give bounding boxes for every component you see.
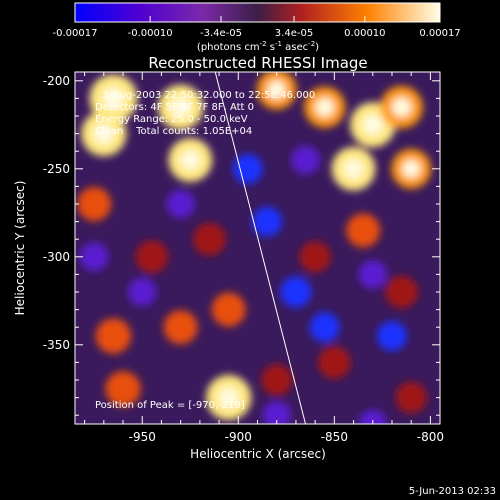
- heatmap-blob: [318, 346, 351, 379]
- heatmap-blob-core: [218, 387, 239, 408]
- heatmap-blob-core: [170, 97, 191, 118]
- x-axis: -950 -900 -850 -800: [84, 72, 444, 444]
- heatmap-blob-core: [93, 123, 114, 144]
- y-tick-label: -200: [43, 74, 70, 88]
- heatmap-blob-core: [402, 159, 421, 178]
- x-tick-label: -850: [321, 430, 348, 444]
- y-axis: -200 -250 -300 -350: [43, 74, 440, 416]
- x-tick-label: -950: [129, 430, 156, 444]
- heatmap-blob: [105, 371, 141, 407]
- heatmap-blob: [95, 318, 132, 354]
- colorbar-unit-label: (photons cm-2 s-1 asec-2): [197, 40, 319, 53]
- heatmap-blob-core: [267, 80, 286, 99]
- heatmap-blob: [163, 310, 198, 345]
- time-range-text: 1-Aug-2003 22:50:32.000 to 22:58:46.000: [103, 90, 315, 101]
- heatmap-blob: [80, 242, 109, 271]
- colorbar-tick-label: 3.4e-05: [275, 28, 313, 39]
- detectors-text: Detectors: 4F 5F 6F 7F 8F, Att 0: [95, 102, 254, 113]
- colorbar-tick-label: -0.00010: [128, 28, 173, 39]
- heatmap-blob: [395, 382, 427, 414]
- energy-range-text: Energy Range: 25.0 - 50.0 keV: [95, 114, 248, 125]
- heatmap-blob: [261, 364, 293, 396]
- heatmap-blob: [358, 409, 387, 424]
- heatmap-blob: [385, 275, 418, 309]
- peak-position-text: Position of Peak = [-970,-219]: [95, 400, 245, 411]
- x-tick-label: -800: [417, 430, 444, 444]
- annotation-block: 1-Aug-2003 22:50:32.000 to 22:58:46.000 …: [95, 90, 315, 411]
- heatmap-blob: [262, 401, 291, 424]
- heatmap-blob: [280, 276, 312, 308]
- y-tick-label: -350: [43, 338, 70, 352]
- heatmap-blob-core: [102, 87, 125, 110]
- colorbar-tick-label: 0.00017: [419, 28, 460, 39]
- y-axis-label: Heliocentric Y (arcsec): [13, 181, 27, 316]
- heatmap-blob: [193, 222, 226, 256]
- x-axis-label: Heliocentric X (arcsec): [190, 447, 326, 461]
- heatmap-blob-core: [343, 158, 364, 179]
- heatmap-blob-core: [392, 97, 412, 117]
- heatmap-blob: [346, 213, 381, 248]
- heatmap-image: [77, 72, 431, 424]
- colorbar-ticks: -0.00017 -0.00010 -3.4e-05 3.4e-05 0.00010 0.…: [53, 16, 461, 39]
- heatmap-blob: [377, 321, 407, 351]
- heatmap-blob-core: [315, 97, 334, 117]
- heatmap-blob: [232, 153, 263, 184]
- heatmap-blob-core: [362, 114, 383, 135]
- method-text: Clean Total counts: 1.05E+04: [95, 126, 252, 137]
- heatmap-blob: [166, 189, 195, 219]
- colorbar: [74, 2, 441, 23]
- heatmap-blob: [299, 241, 331, 273]
- heatmap-blob: [135, 240, 169, 274]
- heatmap-blob: [291, 145, 320, 175]
- heatmap-blob: [211, 292, 246, 327]
- colorbar-tick-label: 0.00010: [344, 28, 385, 39]
- heatmap-blob: [128, 277, 157, 307]
- y-tick-label: -250: [43, 162, 70, 176]
- x-tick-label: -900: [225, 430, 252, 444]
- heatmap-blob: [252, 206, 283, 237]
- solar-limb-line: [214, 72, 307, 424]
- colorbar-tick-label: -3.4e-05: [200, 28, 242, 39]
- colorbar-tick-label: -0.00017: [53, 28, 98, 39]
- heatmap-blob: [358, 260, 387, 289]
- timestamp: 5-Jun-2013 02:33: [409, 486, 496, 497]
- y-tick-label: -300: [43, 250, 70, 264]
- heatmap-blob: [77, 187, 112, 221]
- chart-title: Reconstructed RHESSI Image: [148, 54, 367, 72]
- heatmap-blob-core: [180, 150, 201, 170]
- heatmap-blob: [309, 312, 340, 343]
